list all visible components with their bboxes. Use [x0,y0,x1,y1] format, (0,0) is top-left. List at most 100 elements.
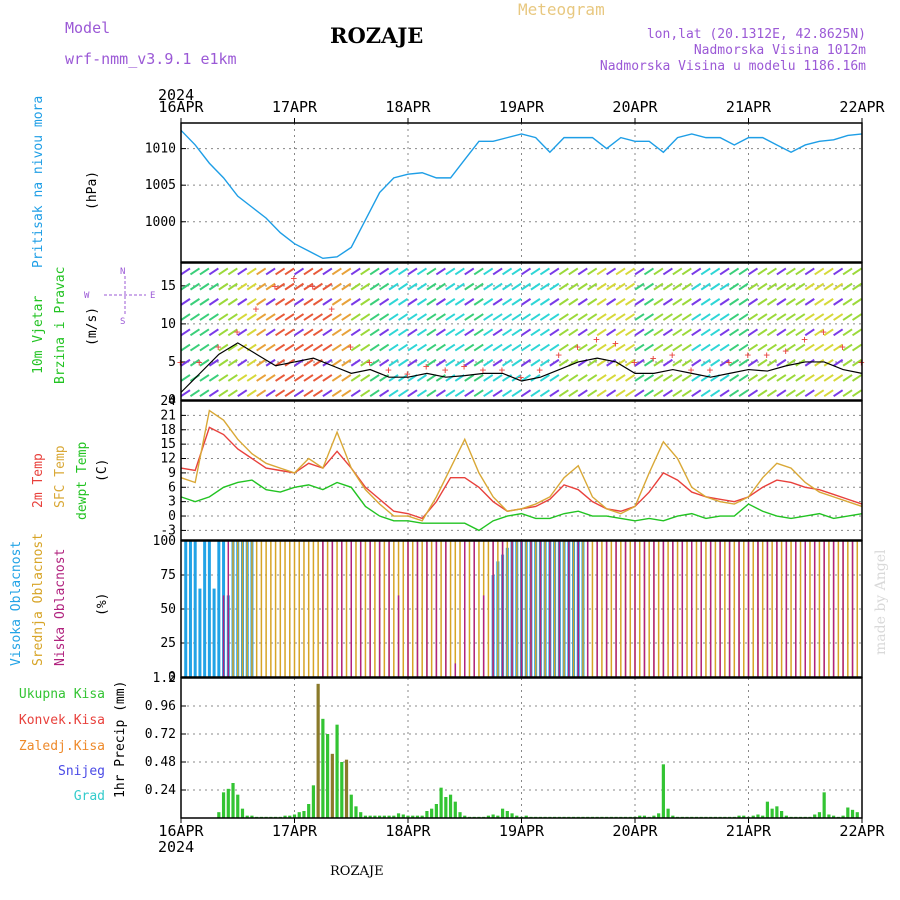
wind-barb [681,374,692,382]
wind-barb [246,328,257,337]
wind-barb [757,267,768,276]
wind-barb [502,328,513,337]
wind-barb [293,282,305,291]
wind-barb [256,313,267,321]
wind-barb [747,343,759,352]
xtick-label-bottom: 20APR [612,822,658,840]
cloud-bar [492,541,494,677]
wind-barb [795,374,806,382]
wind-barb [804,358,815,367]
compass-rose: N W E S [84,267,155,327]
wind-barb [672,313,683,321]
wind-barb [606,313,617,321]
wind-barb [180,313,191,321]
wind-barb [397,313,409,321]
precip-bar [761,815,765,818]
wind-barb [483,358,494,367]
ytick-label: 1000 [145,215,176,230]
cloud-bar [780,541,783,677]
wind-barb [464,313,475,321]
wind-barb [804,267,815,276]
gust-mark: + [782,345,789,358]
precip-bar [642,815,647,818]
wind-barb [227,343,238,352]
wind-barb [511,389,522,398]
wind-barb [814,389,825,398]
wind-barb [710,282,721,291]
wind-barb [388,343,399,352]
wind-barb [833,328,844,337]
wind-barb [757,358,768,367]
gust-mark: + [631,356,638,369]
wind-barb [502,267,513,276]
wind-barb [606,374,617,382]
wind-barb [284,267,295,276]
wind-barb [416,328,428,337]
wind-barb [189,328,201,337]
precip-bar [765,801,770,818]
wind-barb [596,313,607,321]
precip-bar [392,815,396,818]
wind-barb [662,389,673,398]
ytick-label: 100 [153,534,176,549]
precip-bar [430,808,434,818]
cloud-bar [241,541,244,677]
wind-barb [719,267,730,276]
cloud-bar [648,541,650,677]
wind-barb [539,282,550,291]
wind-barb [729,374,740,382]
wind-barb [587,313,598,321]
cloud-bar [468,541,471,677]
precip-bar [652,815,656,818]
wind-barb [435,313,446,321]
wind-barb [814,298,825,306]
wind-barb [341,389,352,398]
wind-barb [615,267,626,276]
wind-barb [265,343,276,352]
wind-barb [445,328,456,337]
cloud-bar [317,541,319,677]
wind-barb [851,298,863,306]
precip-bar [448,794,453,818]
wind-barb [426,282,437,291]
xtick-label-top: 16APR [158,98,204,116]
wind-barb [530,267,541,276]
wind-barb [823,313,834,321]
wind-barb [823,328,834,337]
wind-barb [246,267,257,276]
wind-barb [568,282,579,291]
wind-barb [483,313,494,321]
cloud-bar [761,541,764,677]
precip-bar [354,806,358,818]
wind-barb [681,282,692,291]
wind-barb [662,358,673,367]
cloud-bar [445,541,447,677]
cloud-bar [813,541,816,677]
wind-barb [568,374,579,382]
wind-barb [539,374,550,382]
ytick-label: -3 [160,523,176,538]
wind-barb [189,313,201,321]
wind-barb [360,298,371,306]
wind-barb [587,282,598,291]
wind-barb [511,328,522,337]
wind-barb [766,374,777,382]
wind-barb [662,343,673,352]
elevation-label: Nadmorska Visina 1012m [694,43,866,58]
legend-konvek: Konvek.Kisa [19,713,105,728]
wind-barb [208,343,219,352]
wind-barb [265,267,276,276]
cloud-bar [539,541,542,677]
wind-barb [653,328,664,337]
wind-barb [227,358,238,367]
wind-barb [568,267,579,276]
wind-barb [341,343,352,352]
gust-mark: + [366,356,373,369]
cloud-bar [274,541,277,677]
wind-barb [284,282,295,291]
wind-barb [833,267,844,276]
wind-barb [634,267,645,276]
wind-barb [360,313,371,321]
wind-barb [303,282,314,291]
